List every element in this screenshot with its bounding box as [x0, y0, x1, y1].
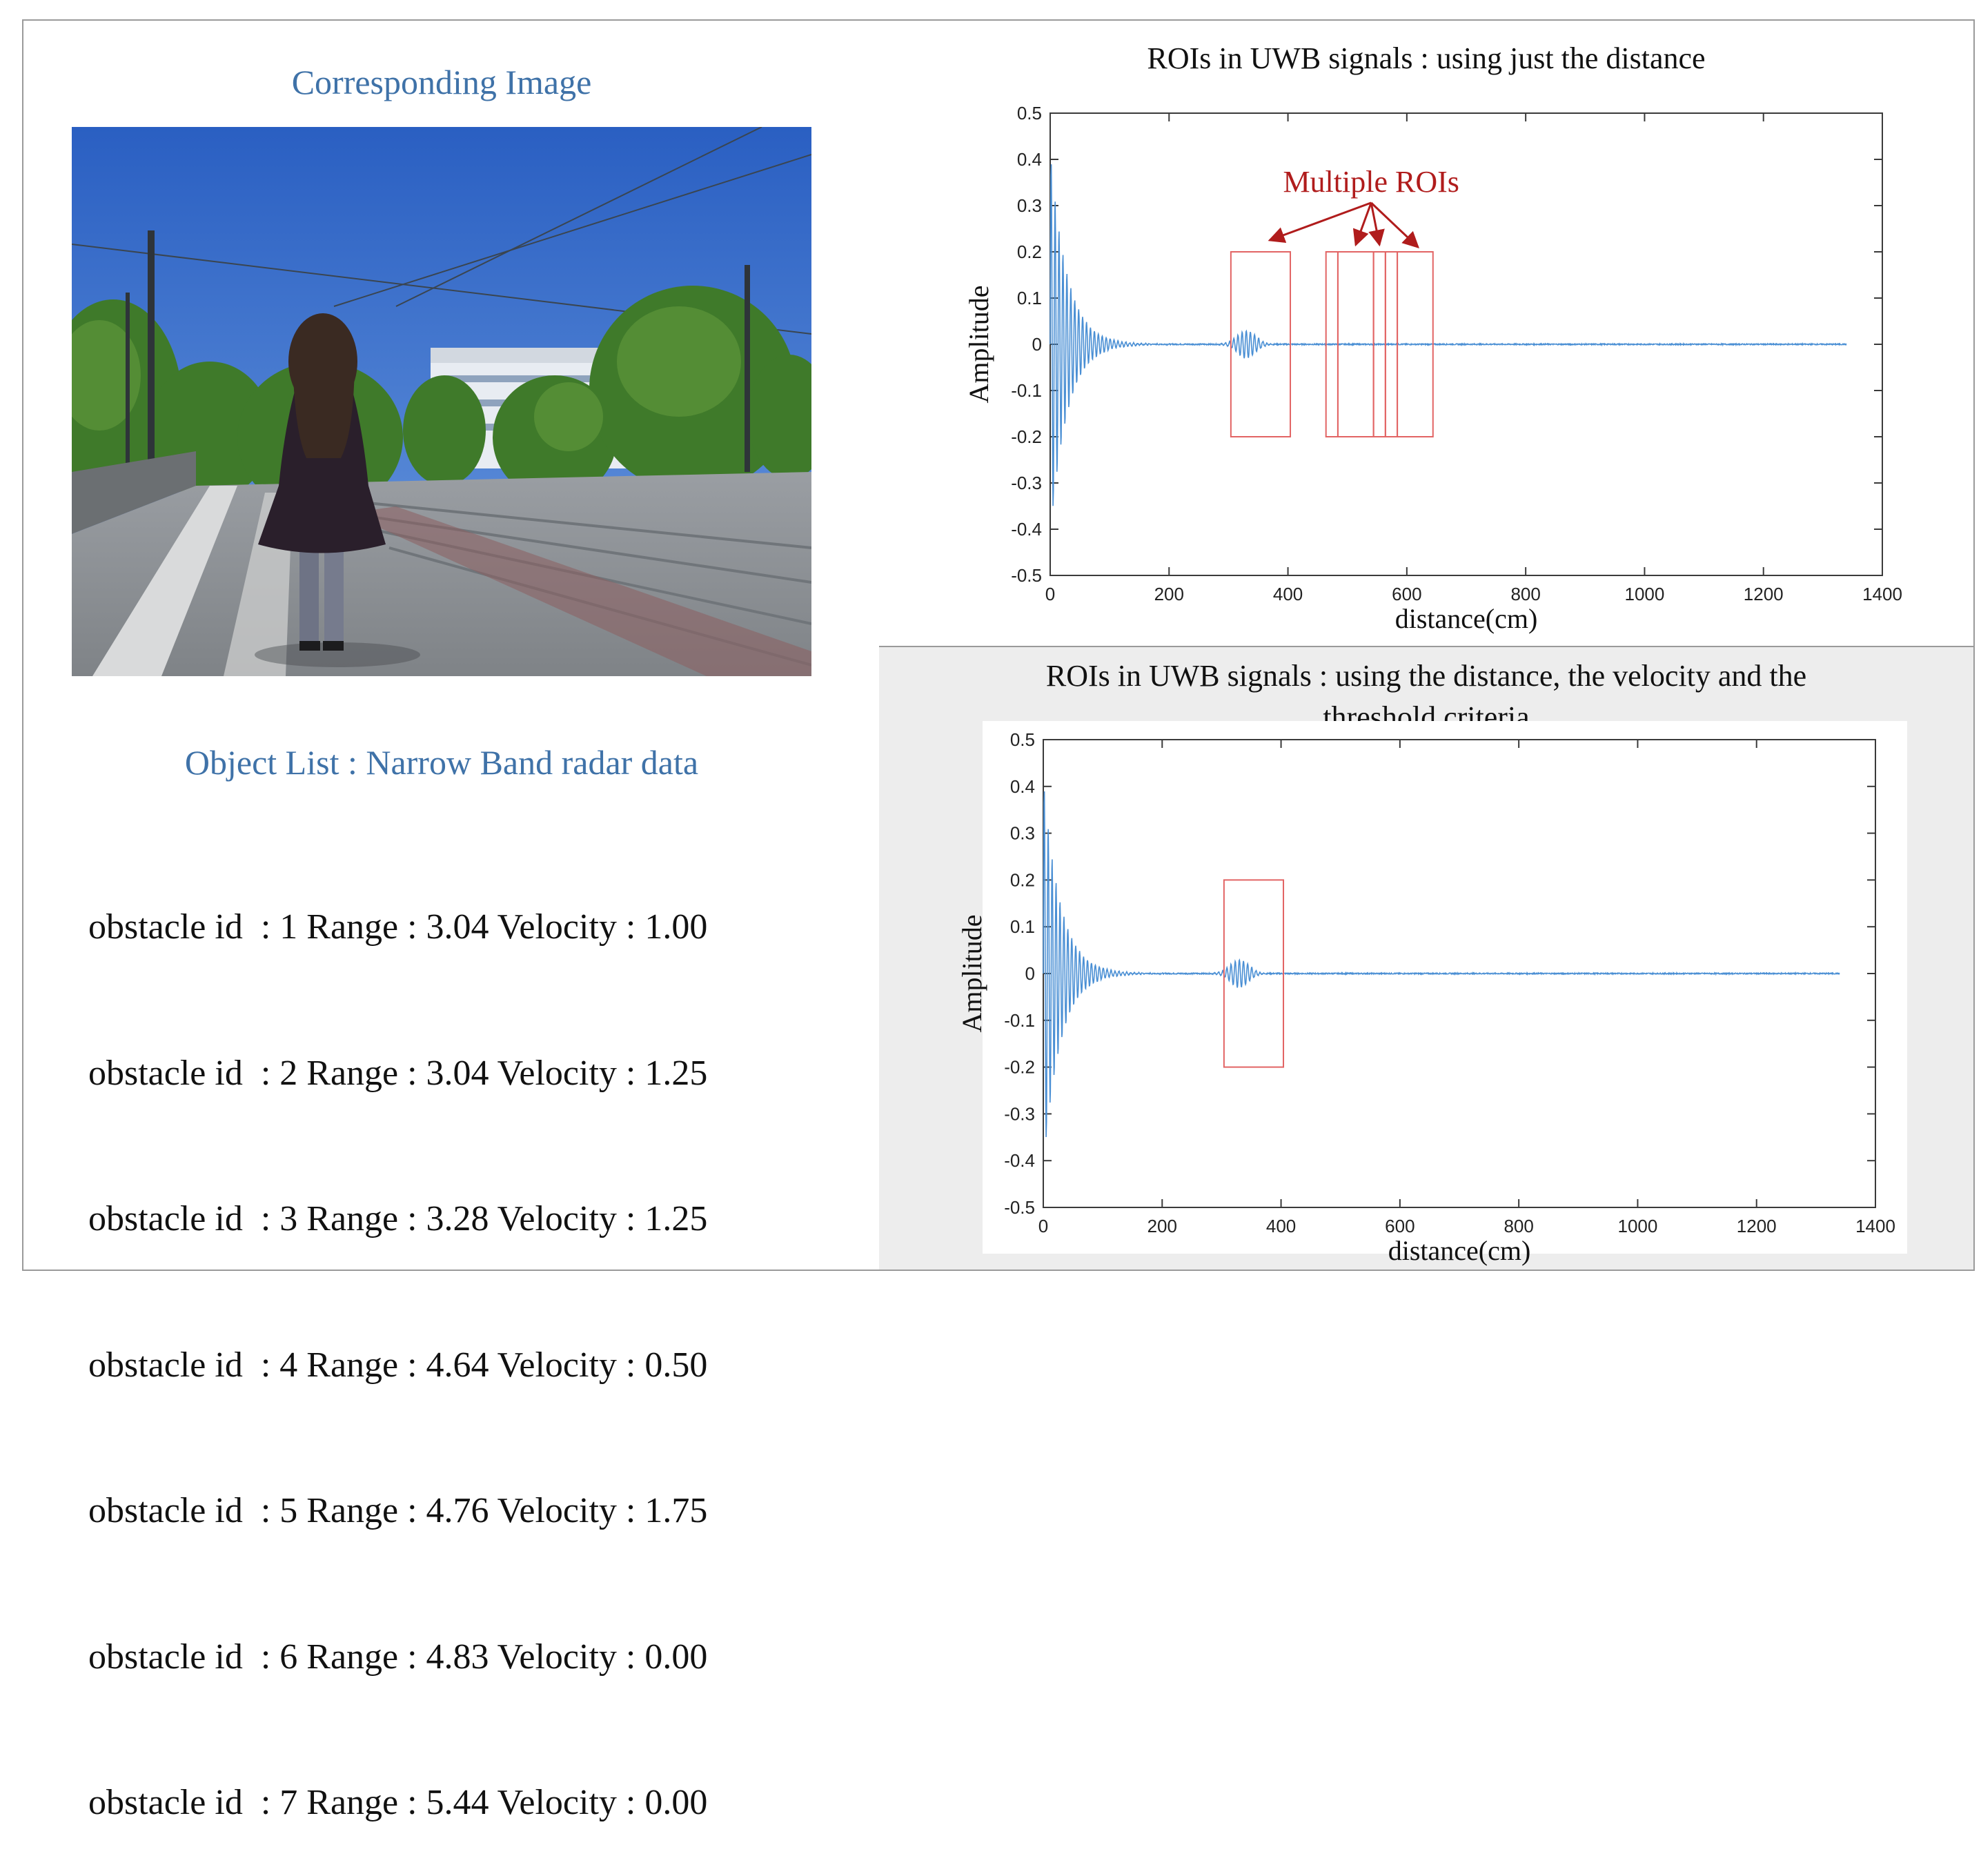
y-axis-label: Amplitude [963, 285, 994, 403]
object-list-title: Object List : Narrow Band radar data [184, 743, 699, 782]
street-scene-illustration [72, 127, 811, 676]
roi-box [1230, 251, 1292, 437]
annotation-arrow [1352, 202, 1372, 247]
y-axis-label: Amplitude [956, 914, 987, 1032]
annotation-arrow [1368, 202, 1385, 247]
y-tick-label: 0.1 [1017, 288, 1042, 308]
y-tick-label: -0.3 [1011, 473, 1042, 493]
x-tick-label: 0 [1038, 1216, 1048, 1236]
annotation-label: Multiple ROIs [1283, 165, 1459, 199]
y-tick-label: 0 [1032, 334, 1042, 355]
roi-box [1397, 251, 1434, 437]
x-tick-label: 400 [1273, 584, 1303, 604]
top-chart: 0.50.40.30.20.10-0.1-0.2-0.3-0.4-0.50 200… [963, 103, 1902, 634]
list-item: obstacle id : 6 Range : 4.83 Velocity : … [88, 1637, 708, 1677]
x-tick-label: 0 [1045, 584, 1055, 604]
x-tick-label: 1200 [1744, 584, 1784, 604]
x-tick-label: 600 [1385, 1216, 1415, 1236]
list-item: obstacle id : 2 Range : 3.04 Velocity : … [88, 1053, 708, 1093]
top-chart-title: ROIs in UWB signals : using just the dis… [1147, 41, 1706, 75]
y-tick-label: 0.4 [1017, 149, 1042, 170]
annotation-arrow [1268, 201, 1372, 244]
list-item: obstacle id : 3 Range : 3.28 Velocity : … [88, 1199, 708, 1238]
y-tick-label: -0.5 [1011, 565, 1042, 586]
y-tick-label: -0.2 [1011, 426, 1042, 447]
y-tick-label: -0.3 [1004, 1103, 1035, 1124]
x-tick-label: 1000 [1625, 584, 1665, 604]
y-tick-label: 0.3 [1017, 195, 1042, 216]
x-axis-label: distance(cm) [1388, 1235, 1531, 1266]
y-tick-label: 0 [1025, 963, 1035, 984]
y-tick-label: -0.1 [1004, 1010, 1035, 1031]
x-tick-label: 400 [1266, 1216, 1296, 1236]
list-item: obstacle id : 5 Range : 4.76 Velocity : … [88, 1491, 708, 1530]
x-tick-label: 1000 [1618, 1216, 1658, 1236]
y-tick-label: -0.4 [1011, 519, 1042, 540]
x-tick-label: 1400 [1855, 1216, 1895, 1236]
y-tick-label: -0.5 [1004, 1197, 1035, 1218]
x-tick-label: 800 [1510, 584, 1540, 604]
x-tick-label: 200 [1147, 1216, 1177, 1236]
street-photo [72, 127, 811, 676]
signal-line [1043, 791, 1840, 1138]
bottom-chart: 0.50.40.30.20.10-0.1-0.2-0.3-0.4-0.50 200… [956, 721, 1907, 1266]
x-axis-label: distance(cm) [1395, 603, 1538, 634]
y-tick-label: 0.3 [1010, 823, 1035, 844]
list-item: obstacle id : 1 Range : 3.04 Velocity : … [88, 907, 708, 947]
x-tick-label: 200 [1154, 584, 1184, 604]
y-tick-label: 0.2 [1017, 241, 1042, 262]
y-tick-label: -0.4 [1004, 1150, 1035, 1171]
y-tick-label: 0.1 [1010, 916, 1035, 937]
list-item: obstacle id : 4 Range : 4.64 Velocity : … [88, 1345, 708, 1385]
list-item: obstacle id : 7 Range : 5.44 Velocity : … [88, 1783, 708, 1822]
signal-line [1049, 164, 1847, 506]
annotation-arrow [1370, 201, 1419, 248]
y-tick-label: 0.2 [1010, 869, 1035, 890]
y-tick-label: 0.5 [1017, 103, 1042, 124]
image-title: Corresponding Image [291, 63, 592, 101]
obstacle-list: obstacle id : 1 Range : 3.04 Velocity : … [88, 806, 707, 1876]
y-tick-label: 0.5 [1010, 729, 1035, 750]
y-tick-label: 0.4 [1010, 776, 1035, 797]
x-tick-label: 800 [1504, 1216, 1533, 1236]
y-tick-label: -0.2 [1004, 1057, 1035, 1078]
pedestrian [255, 313, 420, 667]
y-tick-label: -0.1 [1011, 380, 1042, 401]
roi-box [1223, 879, 1285, 1068]
x-tick-label: 1400 [1862, 584, 1902, 604]
x-tick-label: 1200 [1737, 1216, 1777, 1236]
x-tick-label: 600 [1392, 584, 1421, 604]
